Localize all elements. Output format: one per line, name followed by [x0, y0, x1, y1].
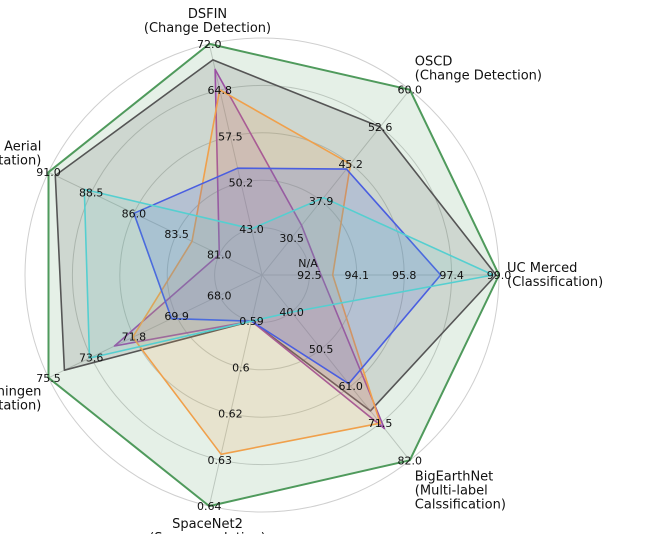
- tick-label: 0.6: [232, 361, 250, 374]
- tick-label: 75.5: [36, 372, 61, 385]
- tick-label: 95.8: [392, 269, 417, 282]
- series-polygon-6: [83, 188, 495, 359]
- tick-label: 37.9: [309, 195, 334, 208]
- axis-title: DSFIN (Change Detection): [144, 7, 271, 36]
- tick-label: 73.6: [79, 351, 104, 364]
- tick-label: 88.5: [79, 187, 104, 200]
- axis-title: Vaihingen(Segmentation): [0, 384, 41, 413]
- axis-spoke: [261, 89, 411, 276]
- tick-label: 71.5: [368, 417, 393, 430]
- tick-label: 50.5: [309, 343, 334, 356]
- tick-label: 99.0: [487, 269, 512, 282]
- tick-label: 72.0: [197, 38, 222, 51]
- tick-label: 52.6: [368, 121, 393, 134]
- tick-label: 81.0: [207, 248, 232, 261]
- tick-label: 61.0: [338, 380, 363, 393]
- tick-label: 97.4: [439, 269, 464, 282]
- radar-series: [47, 42, 500, 508]
- axis-spoke: [48, 274, 263, 379]
- series-polygon-3: [113, 68, 386, 430]
- tick-label: 86.0: [122, 207, 147, 220]
- axis-title: BigEarthNet (Multi-label Calssification): [415, 470, 506, 513]
- axis-title: SpaceNet2(Super-resolution): [149, 517, 266, 534]
- tick-label: 0.59: [239, 315, 264, 328]
- tick-label: 0.64: [197, 500, 222, 513]
- tick-label: 68.0: [207, 290, 232, 303]
- radar-grid: [24, 37, 500, 513]
- tick-label: 57.5: [218, 130, 243, 143]
- series-polygon-4: [131, 89, 382, 456]
- tick-label: 64.8: [208, 84, 233, 97]
- tick-label: 0.62: [218, 408, 243, 421]
- tick-label: 92.5: [297, 269, 322, 282]
- center-label: N/A: [298, 257, 318, 270]
- tick-label: 30.5: [279, 232, 304, 245]
- axis-spoke: [261, 274, 411, 461]
- axis-title: OSCD (Change Detection): [415, 55, 542, 84]
- tick-label: 82.0: [398, 454, 423, 467]
- tick-label: 69.9: [164, 310, 189, 323]
- tick-label: 60.0: [398, 84, 423, 97]
- axis-spoke: [208, 274, 263, 507]
- tick-label: 43.0: [239, 223, 264, 236]
- tick-label: 94.1: [345, 269, 370, 282]
- tick-label: 71.8: [122, 331, 147, 344]
- series-polygon-5: [133, 167, 442, 385]
- tick-label: 91.0: [36, 166, 61, 179]
- tick-label: 0.63: [208, 454, 233, 467]
- tick-label: 83.5: [164, 228, 189, 241]
- radar-tick-labels: 92.5 94.1 95.8 97.4 99.0 30.5 37.9 45.2 52.6 60.0…: [36, 38, 511, 513]
- axis-title: WHU Aerial(Segmentation): [0, 140, 41, 169]
- axis-title: UC Merced (Classification): [507, 261, 603, 290]
- series-polygon-2: [54, 59, 497, 412]
- axis-spoke: [208, 43, 263, 276]
- radar-axis-titles: UC Merced (Classification) OSCD (Change Det…: [0, 7, 603, 534]
- series-polygon-1: [47, 42, 500, 508]
- tick-label: 40.0: [279, 306, 304, 319]
- tick-label: 50.2: [229, 177, 254, 190]
- tick-label: 45.2: [338, 158, 363, 171]
